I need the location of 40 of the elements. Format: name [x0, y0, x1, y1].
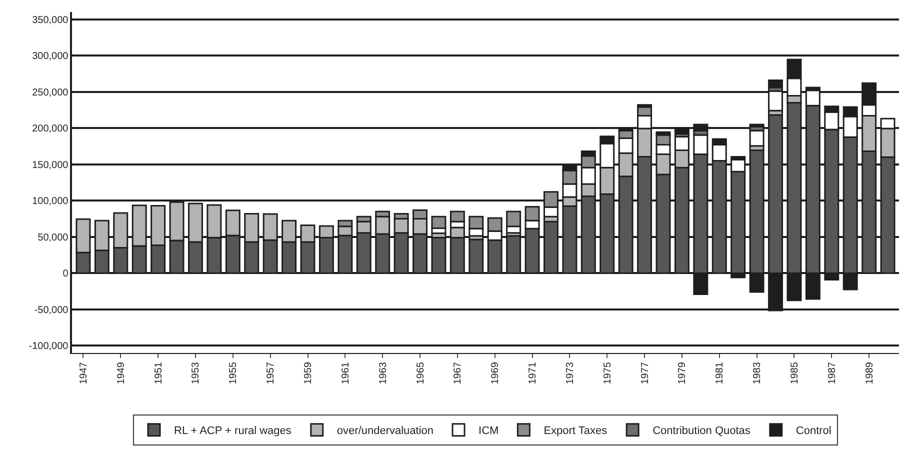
x-tick-label: 1961 — [340, 362, 352, 384]
y-tick-label: 300,000 — [32, 51, 69, 62]
y-tick-label: 100,000 — [32, 196, 69, 208]
x-tick-label: 1985 — [789, 362, 800, 384]
x-tick-label: 1965 — [415, 362, 426, 384]
legend-label: RL + ACP + rural wages — [174, 425, 292, 438]
x-tick-label: 1967 — [452, 362, 464, 384]
y-tick-label: 0 — [62, 268, 69, 280]
bar — [749, 130, 764, 147]
x-tick-label: 1955 — [228, 362, 240, 384]
y-tick-label: 200,000 — [32, 124, 69, 135]
x-tick-label: 1979 — [677, 362, 688, 384]
x-tick-label: 1959 — [303, 362, 314, 384]
y-tick-label: 350,000 — [32, 14, 69, 26]
legend-label: over/undervaluation — [336, 425, 434, 438]
x-tick-label: 1981 — [714, 362, 726, 384]
y-tick-label: 150,000 — [32, 160, 69, 171]
x-tick-label: 1989 — [864, 362, 876, 384]
x-tick-label: 1949 — [116, 362, 127, 384]
x-tick-label: 1957 — [266, 362, 277, 384]
x-tick-label: 1951 — [153, 362, 164, 384]
x-tick-label: 1971 — [528, 362, 539, 384]
x-tick-label: 1947 — [78, 362, 90, 384]
y-tick-label: -50,000 — [34, 304, 69, 316]
y-tick-label: 250,000 — [32, 87, 69, 98]
x-tick-label: 1975 — [602, 362, 614, 384]
y-tick-label: -100,000 — [28, 341, 69, 352]
x-tick-label: 1987 — [826, 362, 838, 384]
legend-label: Control — [796, 425, 832, 438]
x-tick-label: 1963 — [378, 362, 389, 384]
legend-label: Contribution Quotas — [652, 425, 751, 438]
x-tick-label: 1953 — [190, 362, 202, 384]
x-tick-label: 1969 — [490, 362, 502, 384]
x-tick-label: 1977 — [640, 362, 651, 384]
legend-label: ICM — [478, 425, 499, 438]
y-tick-label: 50,000 — [38, 232, 69, 244]
legend-label: Export Taxes — [544, 425, 608, 438]
x-tick-label: 1983 — [752, 362, 764, 384]
bar — [768, 79, 783, 88]
x-tick-label: 1973 — [564, 362, 576, 384]
